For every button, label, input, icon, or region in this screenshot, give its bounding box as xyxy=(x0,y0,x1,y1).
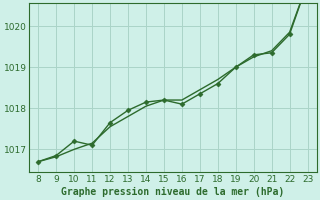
X-axis label: Graphe pression niveau de la mer (hPa): Graphe pression niveau de la mer (hPa) xyxy=(61,186,284,197)
